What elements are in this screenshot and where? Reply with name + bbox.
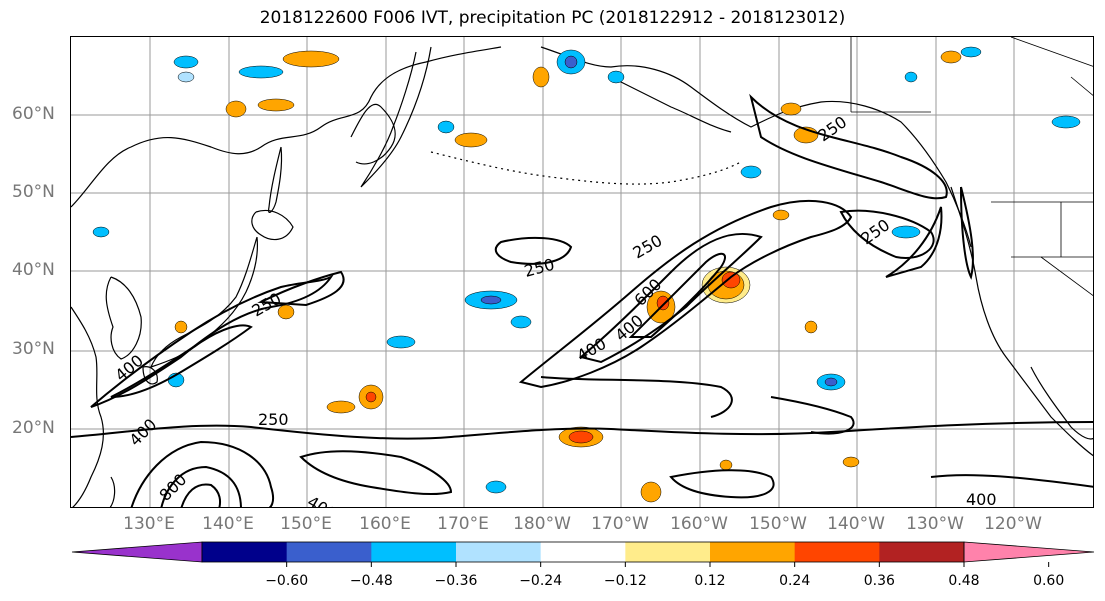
ivt-contours: [71, 93, 1093, 507]
colorbar-segment: [286, 542, 372, 562]
colorbar-segment: [794, 542, 880, 562]
colorbar-extend-low: [71, 541, 203, 563]
colorbar-tick-label: 0.60: [1033, 573, 1065, 589]
contour-label: 400: [304, 492, 340, 508]
map-title: 2018122600 F006 IVT, precipitation PC (2…: [259, 8, 846, 28]
contour-label: 250: [258, 410, 289, 429]
coastlines: [71, 46, 1093, 507]
lat-label: 50°N: [12, 182, 55, 202]
colorbar-tick-label: −0.36: [434, 573, 478, 589]
lon-label: 160°E: [359, 514, 411, 534]
lon-label: 180°W: [513, 514, 571, 534]
colorbar-segment: [202, 542, 288, 562]
contour-labels: 250 250 250 250 250 400 400 400 600 250 …: [111, 112, 997, 508]
lat-label: 60°N: [12, 104, 55, 124]
colorbar-tick-label: 0.48: [948, 573, 980, 589]
colorbar-frame: [201, 541, 965, 563]
map-canvas: 250 250 250 250 250 400 400 400 600 250 …: [71, 37, 1093, 508]
lon-label: 170°E: [437, 514, 489, 534]
colorbar-tick-label: −0.48: [349, 573, 393, 589]
lon-label: 140°E: [202, 514, 254, 534]
colorbar-tick-label: 0.36: [863, 573, 895, 589]
lon-label: 150°W: [749, 514, 807, 534]
map-panel: 250 250 250 250 250 400 400 400 600 250 …: [70, 36, 1094, 508]
lat-label: 40°N: [12, 260, 55, 280]
colorbar-segments: [71, 541, 1095, 563]
colorbar-segment: [456, 542, 542, 562]
contour-label: 400: [966, 490, 997, 508]
colorbar-tick-label: −0.60: [265, 573, 309, 589]
colorbar-segment: [625, 542, 711, 562]
contour-label: 250: [857, 215, 893, 248]
lon-label: 140°W: [827, 514, 885, 534]
lon-label: 150°E: [280, 514, 332, 534]
lon-label: 120°W: [984, 514, 1042, 534]
lon-label: 130°W: [906, 514, 964, 534]
lon-label: 160°W: [670, 514, 728, 534]
lon-label: 170°W: [591, 514, 649, 534]
contour-label: 250: [522, 255, 556, 281]
colorbar-tick-label: −0.12: [603, 573, 647, 589]
colorbar-segment: [710, 542, 796, 562]
colorbar-segment: [540, 542, 626, 562]
contour-label: 250: [630, 231, 666, 263]
lon-label: 130°E: [123, 514, 175, 534]
colorbar-tick-marks: [286, 562, 1050, 567]
lat-label: 20°N: [12, 418, 55, 438]
colorbar-tick-label: 0.24: [779, 573, 811, 589]
borders: [850, 37, 1093, 297]
precip-anomalies: [92, 46, 1081, 503]
colorbar-tick-label: 0.12: [694, 573, 726, 589]
lat-label: 30°N: [12, 339, 55, 359]
colorbar-segment: [879, 542, 965, 562]
colorbar-tick-label: −0.24: [519, 573, 563, 589]
colorbar-extend-high: [963, 541, 1095, 563]
contour-label: 400: [125, 415, 160, 450]
colorbar-segment: [371, 542, 457, 562]
